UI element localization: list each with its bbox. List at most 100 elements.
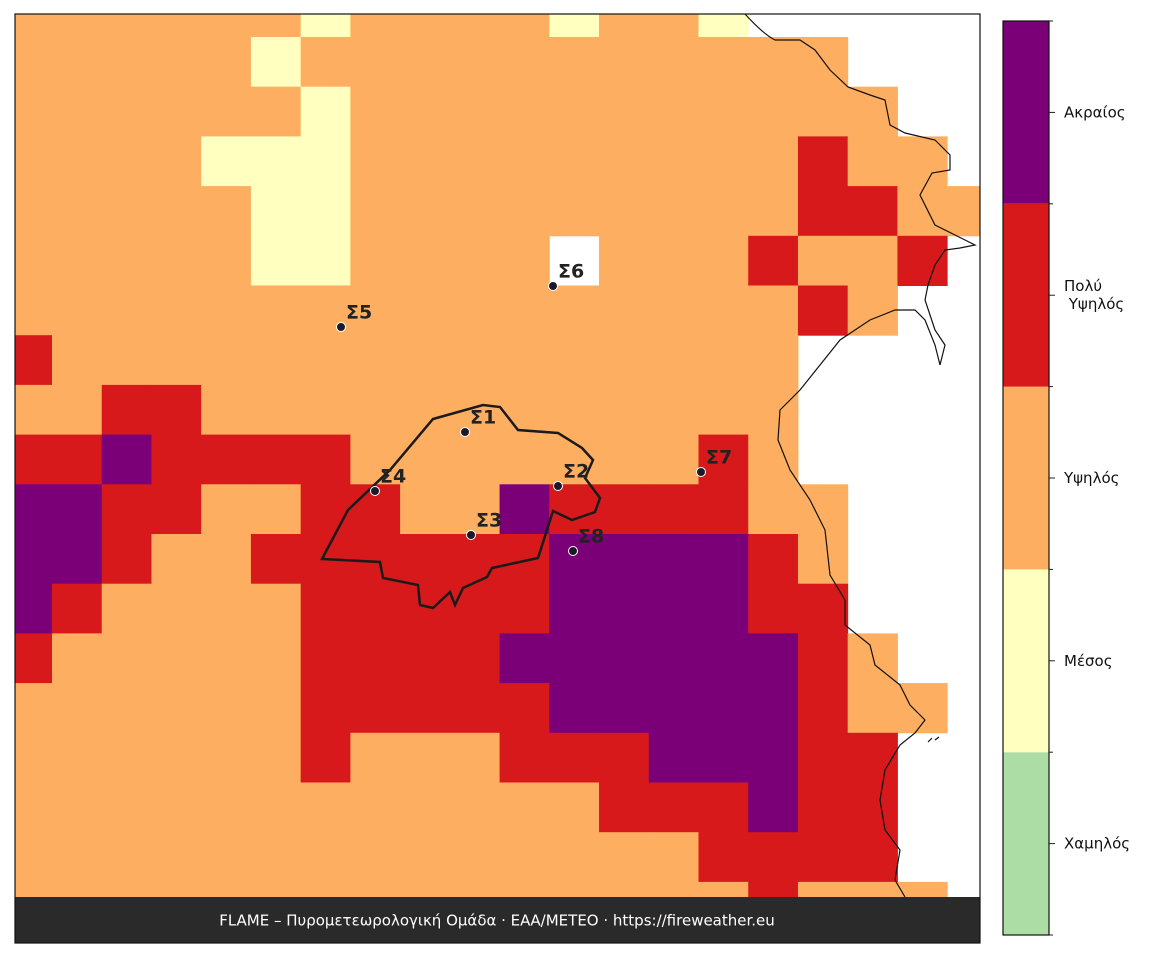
grid-cell xyxy=(748,86,799,137)
grid-cell xyxy=(350,434,401,485)
grid-cell xyxy=(101,335,152,386)
grid-cell xyxy=(101,583,152,634)
grid-cell xyxy=(250,86,302,137)
grid-cell xyxy=(648,235,699,286)
grid-cell xyxy=(698,14,749,38)
grid-cell xyxy=(350,186,401,237)
grid-cell xyxy=(52,384,103,436)
grid-cell xyxy=(499,37,550,88)
grid-cell xyxy=(350,285,401,336)
grid-cell xyxy=(449,881,501,898)
grid-cell xyxy=(698,534,749,585)
grid-cell xyxy=(748,434,799,485)
grid-cell xyxy=(599,881,650,898)
grid-cell xyxy=(599,434,650,485)
grid-cell xyxy=(101,484,152,535)
station-label: Σ5 xyxy=(346,302,372,324)
grid-cell xyxy=(15,37,53,88)
grid-cell xyxy=(151,881,202,898)
grid-cell xyxy=(499,434,550,485)
grid-cell xyxy=(15,384,53,436)
grid-cell xyxy=(549,335,600,386)
grid-cell xyxy=(52,285,103,336)
grid-cell xyxy=(748,186,799,237)
grid-cell xyxy=(101,434,152,485)
grid-cell xyxy=(499,186,550,237)
grid-cell xyxy=(499,335,550,386)
grid-cell xyxy=(250,136,302,187)
grid-cell xyxy=(648,583,699,634)
colorbar-segment xyxy=(1003,386,1049,570)
grid-cell xyxy=(250,683,302,734)
station-label: Σ1 xyxy=(470,407,496,429)
grid-cell xyxy=(15,881,53,898)
grid-cell xyxy=(499,583,550,634)
grid-cell xyxy=(300,881,351,898)
grid-cell xyxy=(449,186,501,237)
station-label: Σ3 xyxy=(476,510,502,532)
grid-cell xyxy=(698,335,749,386)
grid-cell xyxy=(300,434,351,485)
region-boundary xyxy=(319,403,602,610)
grid-cell xyxy=(300,136,351,187)
grid-cell xyxy=(847,136,898,187)
grid-cell xyxy=(101,881,152,898)
grid-cell xyxy=(151,683,202,734)
grid-cell xyxy=(648,86,699,137)
grid-cell xyxy=(400,683,451,734)
grid-cell xyxy=(797,285,849,336)
grid-cell xyxy=(897,235,948,286)
grid-cell xyxy=(449,832,501,883)
grid-cell xyxy=(797,683,849,734)
grid-cell xyxy=(549,683,600,734)
grid-cell xyxy=(449,484,501,535)
grid-cell xyxy=(350,782,401,833)
grid-cell xyxy=(350,683,401,734)
grid-cell xyxy=(449,683,501,734)
grid-cell xyxy=(599,335,650,386)
grid-cell xyxy=(847,782,898,833)
grid-cell xyxy=(151,235,202,286)
grid-cell xyxy=(449,335,501,386)
grid-cell xyxy=(151,633,202,684)
grid-cell xyxy=(748,285,799,336)
station-marker xyxy=(466,530,476,540)
grid-cell xyxy=(201,136,252,187)
grid-cell xyxy=(151,335,202,386)
grid-cell xyxy=(250,235,302,286)
grid-cell xyxy=(52,235,103,286)
grid-cell xyxy=(499,683,550,734)
grid-cell xyxy=(449,37,501,88)
grid-cell xyxy=(52,881,103,898)
grid-cell xyxy=(400,86,451,137)
grid-cell xyxy=(499,881,550,898)
grid-cell xyxy=(250,186,302,237)
grid-cell xyxy=(201,782,252,833)
grid-cell xyxy=(748,683,799,734)
grid-cell xyxy=(52,534,103,585)
grid-cell xyxy=(52,732,103,783)
grid-cell xyxy=(15,335,53,386)
grid-cell xyxy=(101,732,152,783)
grid-cell xyxy=(201,534,252,585)
grid-cell xyxy=(897,186,948,237)
grid-cell xyxy=(101,633,152,684)
grid-cell xyxy=(797,583,849,634)
grid-cell xyxy=(300,384,351,436)
grid-cell xyxy=(549,86,600,137)
station-marker xyxy=(460,427,470,437)
grid-cell xyxy=(599,683,650,734)
grid-cell xyxy=(400,335,451,386)
grid-cell xyxy=(350,37,401,88)
grid-cell xyxy=(250,782,302,833)
grid-cell xyxy=(101,14,152,38)
grid-cell xyxy=(151,86,202,137)
grid-cell xyxy=(599,235,650,286)
grid-cell xyxy=(400,434,451,485)
grid-cell xyxy=(52,583,103,634)
coastline xyxy=(744,13,977,898)
grid-cell xyxy=(300,583,351,634)
station-marker xyxy=(336,322,346,332)
grid-cell xyxy=(599,583,650,634)
